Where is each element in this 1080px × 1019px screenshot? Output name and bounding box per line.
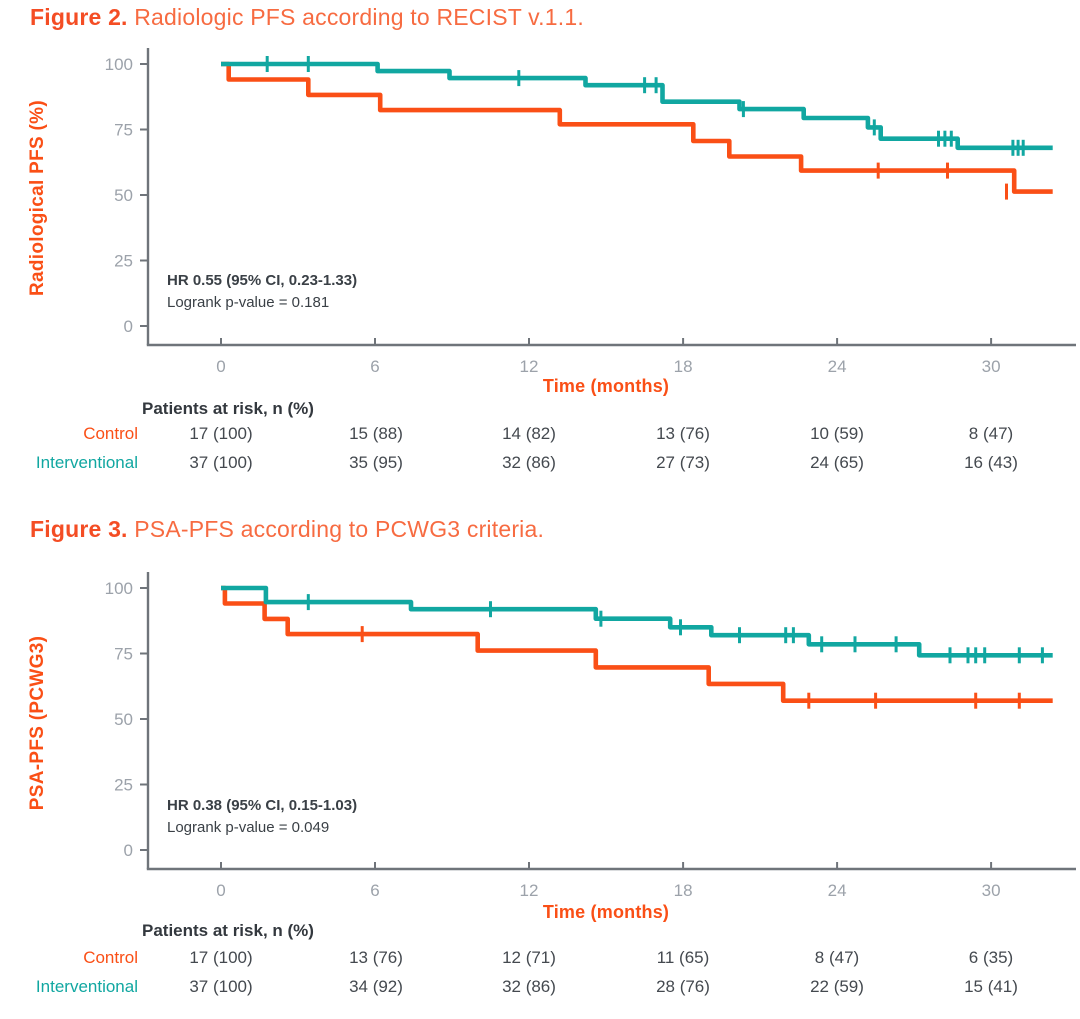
figure-3-title: Figure 3. PSA-PFS according to PCWG3 cri… <box>30 516 544 543</box>
x-tick-label: 30 <box>982 357 1001 376</box>
risk-value: 17 (100) <box>189 948 253 967</box>
figure-2-risk-table-header: Patients at risk, n (%) <box>142 399 314 418</box>
x-tick-label: 0 <box>216 357 225 376</box>
risk-value: 11 (65) <box>656 948 710 967</box>
x-tick-label: 24 <box>828 881 847 900</box>
x-tick-label: 12 <box>520 881 539 900</box>
risk-value: 6 (35) <box>968 948 1014 967</box>
y-tick-label: 50 <box>114 710 133 729</box>
km-chart-radiologic-pfs: 0 6 12 18 24 30 100 75 50 25 0 <box>105 48 1076 376</box>
risk-value: 13 (76) <box>349 948 403 967</box>
risk-value: 35 (95) <box>349 453 403 472</box>
figure-3-title-label: Figure 3. <box>30 516 128 542</box>
x-tick-label: 6 <box>370 881 379 900</box>
x-tick-label: 18 <box>674 881 693 900</box>
control-survival-curve <box>221 61 1053 194</box>
risk-value: 32 (86) <box>502 453 556 472</box>
risk-value: 17 (100) <box>189 424 253 443</box>
x-tick-label: 18 <box>674 357 693 376</box>
figure-3-risk-row-control: Control 17 (100) 13 (76) 12 (71) 11 (65)… <box>0 948 1080 968</box>
risk-value: 34 (92) <box>349 977 403 996</box>
risk-value: 32 (86) <box>502 977 556 996</box>
figure-2-risk-row-interventional: Interventional 37 (100) 35 (95) 32 (86) … <box>0 453 1080 473</box>
risk-value: 15 (88) <box>349 424 403 443</box>
figure-3-risk-row-interventional: Interventional 37 (100) 34 (92) 32 (86) … <box>0 977 1080 997</box>
figure-2-title-label: Figure 2. <box>30 4 128 30</box>
hr-value: HR 0.38 (95% CI, 0.15-1.03) <box>167 797 358 814</box>
risk-row-label: Interventional <box>35 977 138 996</box>
figure-3-hr-annotation: HR 0.38 (95% CI, 0.15-1.03) Logrank p-va… <box>167 795 357 839</box>
risk-value: 12 (71) <box>502 948 556 967</box>
figure-3-title-text: PSA-PFS according to PCWG3 criteria. <box>134 516 545 542</box>
hr-value: HR 0.55 (95% CI, 0.23-1.33) <box>167 272 358 289</box>
logrank-p-value: Logrank p-value = 0.049 <box>167 819 330 836</box>
risk-row-label: Interventional <box>35 453 138 472</box>
figure-2-radiologic-pfs: Figure 2. Radiologic PFS according to RE… <box>0 4 1080 473</box>
risk-value: 15 (41) <box>964 977 1018 996</box>
figure-3-risk-table-header: Patients at risk, n (%) <box>142 921 314 940</box>
y-tick-label: 75 <box>114 121 133 140</box>
logrank-p-value: Logrank p-value = 0.181 <box>167 294 330 311</box>
risk-value: 37 (100) <box>189 977 253 996</box>
y-tick-label: 75 <box>114 645 133 664</box>
risk-value: 37 (100) <box>189 453 253 472</box>
figure-2-x-axis-label: Time (months) <box>542 376 670 396</box>
risk-value: 10 (59) <box>810 424 864 443</box>
risk-value: 22 (59) <box>810 977 864 996</box>
y-tick-label: 25 <box>114 252 133 271</box>
y-tick-label: 50 <box>114 186 133 205</box>
figure-3-x-axis-label: Time (months) <box>542 902 670 922</box>
x-tick-label: 30 <box>982 881 1001 900</box>
figure-2-hr-annotation: HR 0.55 (95% CI, 0.23-1.33) Logrank p-va… <box>167 270 357 314</box>
y-tick-label: 100 <box>105 55 133 74</box>
y-tick-label: 0 <box>124 841 133 860</box>
y-tick-label: 0 <box>124 317 133 336</box>
x-tick-label: 0 <box>216 881 225 900</box>
risk-value: 14 (82) <box>502 424 556 443</box>
risk-value: 8 (47) <box>968 424 1014 443</box>
figure-3-psa-pfs: Figure 3. PSA-PFS according to PCWG3 cri… <box>0 512 1080 1019</box>
risk-value: 13 (76) <box>656 424 710 443</box>
figure-2-title-text: Radiologic PFS according to RECIST v.1.1… <box>134 4 584 30</box>
x-tick-label: 24 <box>828 357 847 376</box>
risk-value: 27 (73) <box>656 453 710 472</box>
x-tick-label: 12 <box>520 357 539 376</box>
interventional-survival-curve <box>221 61 1053 151</box>
figure-2-risk-row-control: Control 17 (100) 15 (88) 14 (82) 13 (76)… <box>0 424 1080 444</box>
control-survival-curve <box>221 585 1053 703</box>
y-tick-label: 25 <box>114 776 133 795</box>
risk-value: 16 (43) <box>964 453 1018 472</box>
risk-value: 8 (47) <box>814 948 860 967</box>
interventional-survival-curve <box>221 585 1053 658</box>
risk-value: 28 (76) <box>656 977 710 996</box>
risk-row-label: Control <box>83 424 138 443</box>
risk-value: 24 (65) <box>810 453 864 472</box>
y-tick-label: 100 <box>105 579 133 598</box>
figure-2-title: Figure 2. Radiologic PFS according to RE… <box>30 4 584 31</box>
km-chart-psa-pfs: 0 6 12 18 24 30 100 75 50 25 0 <box>105 572 1076 900</box>
risk-row-label: Control <box>83 948 138 967</box>
x-tick-label: 6 <box>370 357 379 376</box>
